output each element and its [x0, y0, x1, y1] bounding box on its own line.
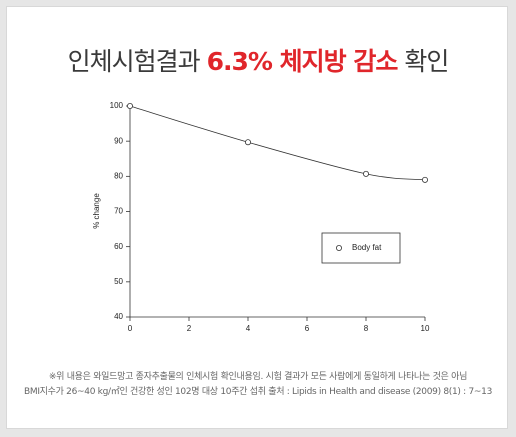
headline-text: 인체시험결과	[67, 47, 201, 76]
legend-label: Body fat	[352, 243, 382, 252]
point	[362, 170, 369, 177]
y-tick-label: 60	[114, 242, 123, 251]
y-tick-label: 70	[114, 207, 123, 216]
y-tick-label: 50	[114, 277, 123, 286]
y-tick-label: 40	[114, 312, 123, 321]
point	[244, 139, 251, 146]
point	[127, 103, 134, 110]
y-tick-label: 80	[114, 171, 123, 180]
legend-box	[321, 232, 401, 264]
legend-marker	[335, 244, 342, 251]
footnote: ※위 내용은 와일드망고 종자추출물의 인체시험 확인내용임. 시험 결과가 모…	[0, 370, 516, 400]
x-tick-label: 2	[187, 324, 192, 333]
point	[421, 176, 428, 183]
trend-line	[129, 105, 426, 181]
x-tick-label: 4	[246, 324, 251, 333]
footnote-line: BMI지수가 26~40 kg/㎡인 건강한 성인 102명 대상 10주간 섭…	[23, 387, 492, 397]
panel	[6, 6, 508, 429]
y-axis-label: % change	[92, 193, 101, 229]
x-tick-label: 6	[305, 324, 310, 333]
x-tick-label: 0	[128, 324, 133, 333]
y-tick-label: 100	[110, 101, 124, 110]
footnote-line: ※위 내용은 와일드망고 종자추출물의 인체시험 확인내용임. 시험 결과가 모…	[48, 372, 468, 382]
headline-text: 확인	[404, 47, 449, 76]
headline-highlight: 6.3% 체지방 감소	[206, 47, 399, 76]
headline: 인체시험결과 6.3% 체지방 감소 확인	[0, 42, 516, 78]
y-tick-label: 90	[114, 136, 123, 145]
x-tick-label: 8	[364, 324, 369, 333]
x-tick-label: 10	[421, 324, 430, 333]
